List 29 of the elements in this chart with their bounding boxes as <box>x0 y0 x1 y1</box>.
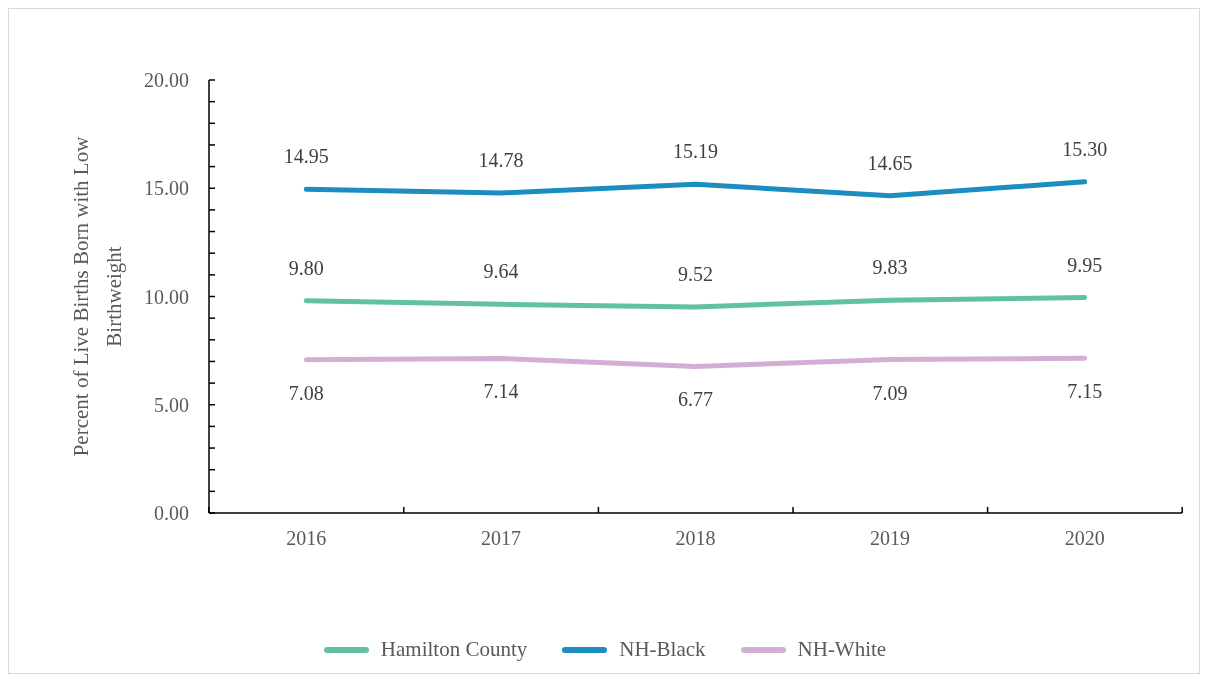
y-tick-label: 0.00 <box>154 502 189 524</box>
data-label: 9.95 <box>1067 253 1103 276</box>
data-label: 15.19 <box>673 140 718 163</box>
x-tick-label: 2019 <box>870 527 911 550</box>
data-label: 9.52 <box>678 262 713 285</box>
data-label: 6.77 <box>678 388 713 411</box>
y-tick-label: 15.00 <box>144 177 189 200</box>
data-label: 7.15 <box>1067 380 1103 403</box>
legend-label: Hamilton County <box>380 637 528 662</box>
y-tick-label: 5.00 <box>154 393 189 416</box>
x-tick-label: 2017 <box>480 527 521 550</box>
legend-label: NH-White <box>797 637 887 662</box>
data-label: 7.09 <box>872 381 908 404</box>
data-label: 14.65 <box>867 151 913 174</box>
x-tick-label: 2018 <box>675 527 716 550</box>
data-label: 14.95 <box>283 145 329 168</box>
x-tick-label: 2016 <box>286 527 327 550</box>
y-axis-title: Percent of Live Births Born with Low Birthweight <box>69 135 126 457</box>
data-label: 9.64 <box>483 260 519 283</box>
data-label: 7.14 <box>483 380 519 403</box>
x-tick-label: 2020 <box>1064 527 1105 550</box>
y-tick-label: 20.00 <box>144 69 189 91</box>
legend-label: NH-Black <box>619 637 706 662</box>
data-label: 9.83 <box>872 256 908 279</box>
data-label: 14.78 <box>478 149 524 172</box>
y-tick-label: 10.00 <box>144 285 189 308</box>
data-label: 9.80 <box>288 256 324 279</box>
data-label: 15.30 <box>1062 137 1108 160</box>
data-label: 7.08 <box>288 381 324 404</box>
